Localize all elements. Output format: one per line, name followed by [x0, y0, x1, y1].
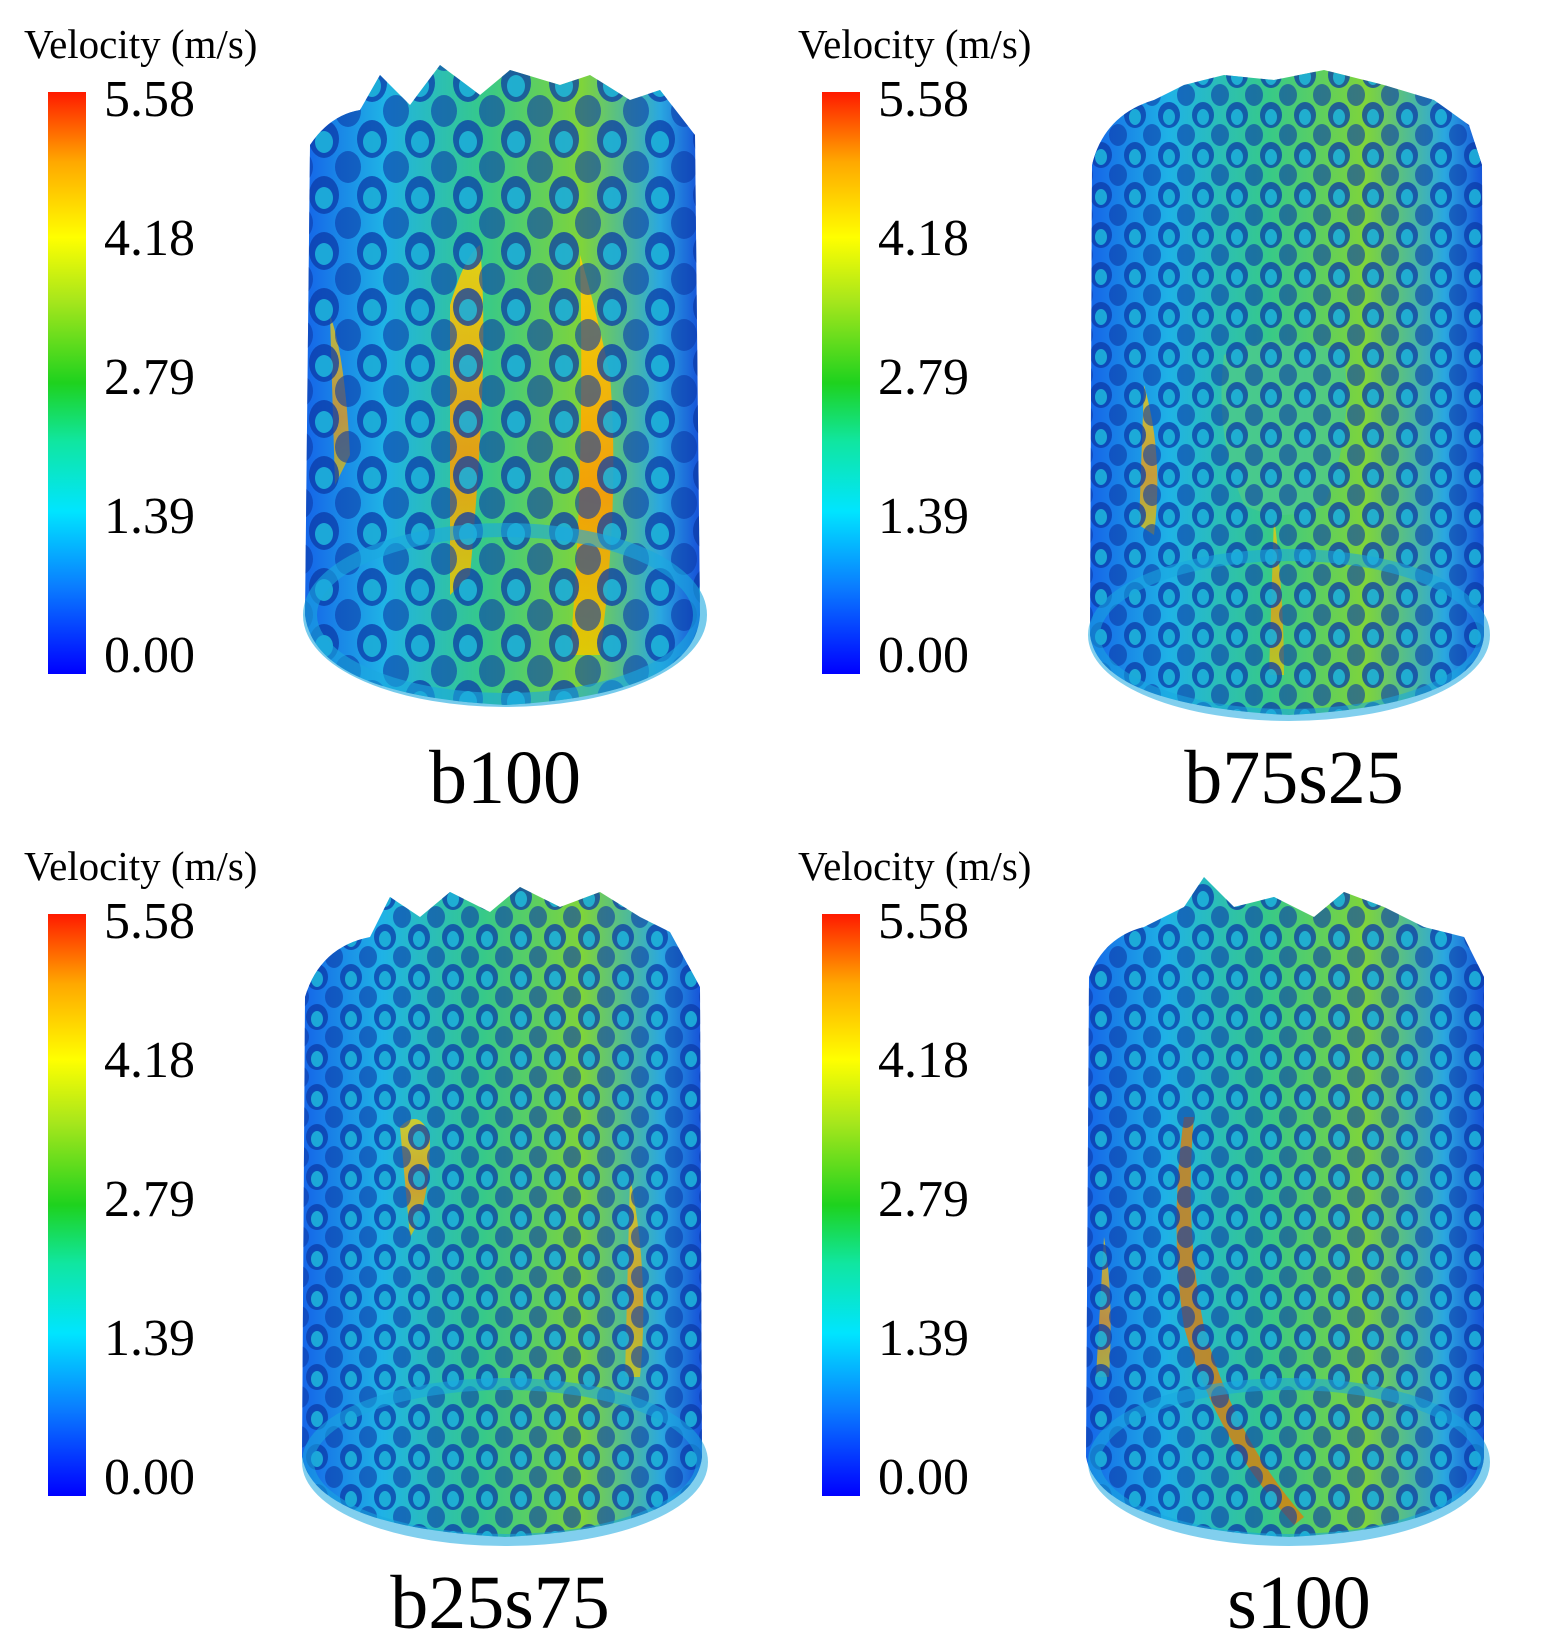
- colorbar-tick: 2.79: [878, 1171, 969, 1228]
- panel-label: b100: [429, 736, 581, 820]
- panel-b100: Velocity (m/s) 5.58 4.18 2.79 1.39 0.00 …: [0, 0, 774, 822]
- colorbar-gradient: [822, 92, 860, 674]
- scaffold-velocity-render: [1086, 877, 1490, 1546]
- colorbar-tick-max: 5.58: [104, 893, 195, 950]
- colorbar-tick: 4.18: [104, 1032, 195, 1089]
- colorbar-tick: 1.39: [104, 1310, 195, 1367]
- colorbar-tick: 1.39: [878, 488, 969, 545]
- colorbar-tick-min: 0.00: [104, 1449, 195, 1506]
- colorbar-tick-min: 0.00: [878, 1449, 969, 1506]
- colorbar-tick: 1.39: [878, 1310, 969, 1367]
- colorbar-tick-min: 0.00: [104, 627, 195, 684]
- colorbar-tick-max: 5.58: [878, 893, 969, 950]
- colorbar-tick: 1.39: [104, 488, 195, 545]
- scaffold-velocity-render: [302, 887, 708, 1546]
- colorbar-title: Velocity (m/s): [24, 21, 258, 67]
- colorbar-title: Velocity (m/s): [798, 21, 1032, 67]
- panel-label: s100: [1227, 1561, 1371, 1645]
- colorbar-tick: 2.79: [104, 349, 195, 406]
- panel-s100: Velocity (m/s) 5.58 4.18 2.79 1.39 0.00 …: [774, 822, 1548, 1645]
- colorbar-gradient: [822, 914, 860, 1496]
- panel-b25s75: Velocity (m/s) 5.58 4.18 2.79 1.39 0.00 …: [0, 822, 774, 1645]
- colorbar-gradient: [48, 914, 86, 1496]
- scaffold-velocity-render: [1088, 70, 1490, 721]
- colorbar-tick: 4.18: [104, 210, 195, 267]
- colorbar-tick-min: 0.00: [878, 627, 969, 684]
- scaffold-velocity-render: [303, 65, 707, 707]
- colorbar-tick-max: 5.58: [878, 71, 969, 128]
- colorbar-title: Velocity (m/s): [798, 843, 1032, 889]
- panel-label: b75s25: [1184, 736, 1404, 820]
- panel-label: b25s75: [390, 1561, 610, 1645]
- colorbar-tick: 2.79: [878, 349, 969, 406]
- panel-b75s25: Velocity (m/s) 5.58 4.18 2.79 1.39 0.00 …: [774, 0, 1548, 822]
- colorbar-tick: 2.79: [104, 1171, 195, 1228]
- colorbar-gradient: [48, 92, 86, 674]
- colorbar-title: Velocity (m/s): [24, 843, 258, 889]
- colorbar-tick: 4.18: [878, 210, 969, 267]
- colorbar-tick: 4.18: [878, 1032, 969, 1089]
- colorbar-tick-max: 5.58: [104, 71, 195, 128]
